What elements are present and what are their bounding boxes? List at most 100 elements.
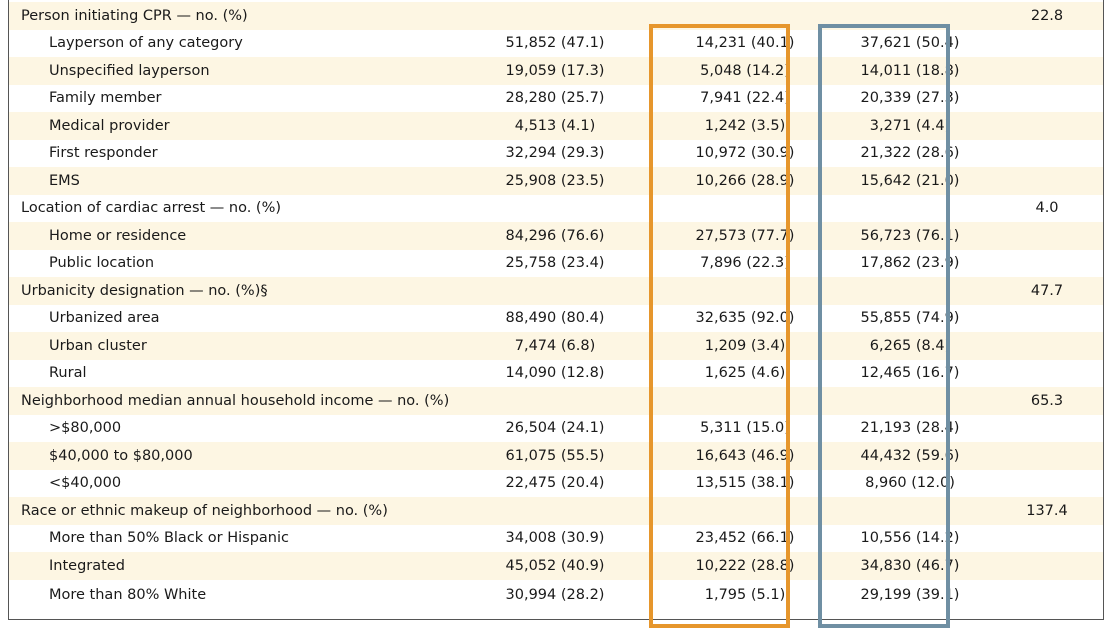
row-label: Medical provider [49,117,170,134]
cell-group-a: 1,242 (3.5) [704,117,786,134]
row-label: Home or residence [49,227,187,244]
row-label: Urbanized area [49,310,160,327]
cell-group-b: 8,960 (12.0) [865,475,955,492]
cell-total: 7,474 (6.8) [514,337,596,354]
table-row: Urban cluster 7,474 (6.8) 1,209 (3.4) 6,265… [9,332,1103,360]
table-frame [8,0,1104,620]
row-label: More than 50% Black or Hispanic [49,530,290,547]
data-table: Person initiating CPR — no. (%) 22.8 Laype… [9,2,1103,611]
row-label: Location of cardiac arrest — no. (%) [21,200,282,217]
cell-group-b: 37,621 (50.4) [860,35,960,52]
row-label: More than 80% White [49,587,207,603]
cell-total [449,387,661,415]
cell-stat: 22.8 [1030,7,1064,24]
cell-group-b: 21,322 (28.6) [860,145,960,162]
cell-stat [991,552,1103,580]
cell-total [449,2,661,30]
cell-group-a: 1,795 (5.1) [704,587,786,603]
cell-group-b: 15,642 (21.0) [860,172,960,189]
cell-total: 45,052 (40.9) [505,557,605,574]
cell-total: 19,059 (17.3) [505,62,605,79]
table-row: Integrated 45,052 (40.9) 10,222 (28.8) 34,8… [9,552,1103,580]
cell-group-a: 10,222 (28.8) [695,557,795,574]
cell-group-a: 16,643 (46.9) [695,447,795,464]
table-row: <$40,000 22,475 (20.4) 13,515 (38.1) 8,960 … [9,470,1103,498]
cell-group-a: 14,231 (40.1) [695,35,795,52]
table-row: Family member 28,280 (25.7) 7,941 (22.4) 20… [9,85,1103,113]
table-row: $40,000 to $80,000 61,075 (55.5) 16,643 (4… [9,442,1103,470]
cell-group-a: 1,625 (4.6) [704,365,786,382]
cell-total: 30,994 (28.2) [505,587,605,603]
row-label: EMS [49,172,80,189]
cell-stat [991,30,1103,58]
table-row: More than 50% Black or Hispanic 34,008 (3… [9,525,1103,553]
cell-total [449,277,661,305]
cell-stat [991,140,1103,168]
cell-group-b [829,277,991,305]
cell-group-a: 7,941 (22.4) [700,90,790,107]
cell-stat: 65.3 [1030,392,1064,409]
table-row: >$80,000 26,504 (24.1) 5,311 (15.0) 21,193 … [9,415,1103,443]
table-row: Medical provider 4,513 (4.1) 1,242 (3.5) 3,… [9,112,1103,140]
cell-stat [991,442,1103,470]
cell-stat [991,415,1103,443]
row-label: Unspecified layperson [49,62,210,79]
cell-total: 14,090 (12.8) [505,365,605,382]
cell-stat [991,57,1103,85]
cell-group-a [661,195,829,223]
cell-group-b [829,497,991,525]
row-label: >$80,000 [49,420,122,437]
cell-stat [991,525,1103,553]
cell-total: 88,490 (80.4) [505,310,605,327]
row-label: $40,000 to $80,000 [49,447,193,464]
cell-group-a [661,2,829,30]
cell-group-b: 10,556 (14.2) [860,530,960,547]
cell-stat [991,305,1103,333]
cell-stat: 137.4 [1026,502,1068,519]
cell-group-b: 56,723 (76.1) [860,227,960,244]
cell-group-a [661,387,829,415]
section-header-row: Urbanicity designation — no. (%)§ 47.7 [9,277,1103,305]
row-label: Family member [49,90,162,107]
cell-total: 25,758 (23.4) [505,255,605,272]
cell-stat [991,332,1103,360]
cell-total [449,497,661,525]
cell-group-b: 12,465 (16.7) [860,365,960,382]
cell-stat [991,112,1103,140]
cell-stat: 4.0 [1035,200,1059,217]
row-label: Urbanicity designation — no. (%)§ [21,282,268,299]
row-label: Integrated [49,557,125,574]
row-label: Urban cluster [49,337,147,354]
row-label: Neighborhood median annual household inc… [21,392,450,409]
cell-group-a: 5,311 (15.0) [700,420,790,437]
row-label: Layperson of any category [49,35,243,52]
section-header-row: Location of cardiac arrest — no. (%) 4.0 [9,195,1103,223]
cell-stat [991,470,1103,498]
cell-stat [991,85,1103,113]
table-row: Urbanized area 88,490 (80.4) 32,635 (92.0)… [9,305,1103,333]
cell-group-b: 20,339 (27.3) [860,90,960,107]
cell-group-b: 55,855 (74.9) [860,310,960,327]
cell-group-b [829,2,991,30]
table-row: Layperson of any category 51,852 (47.1) 14… [9,30,1103,58]
cell-group-a: 7,896 (22.3) [700,255,790,272]
cell-total: 28,280 (25.7) [505,90,605,107]
row-label: Person initiating CPR — no. (%) [21,7,248,24]
cell-stat [991,222,1103,250]
cell-group-b: 3,271 (4.4) [869,117,951,134]
table-row: First responder 32,294 (29.3) 10,972 (30.9… [9,140,1103,168]
cell-total: 51,852 (47.1) [505,35,605,52]
cell-group-a: 1,209 (3.4) [704,337,786,354]
cell-total: 34,008 (30.9) [505,530,605,547]
cell-group-b: 21,193 (28.4) [860,420,960,437]
cell-total [449,195,661,223]
table-row: Unspecified layperson 19,059 (17.3) 5,048 … [9,57,1103,85]
cell-total: 22,475 (20.4) [505,475,605,492]
cell-group-a: 10,266 (28.9) [695,172,795,189]
cell-group-b: 17,862 (23.9) [860,255,960,272]
cell-total: 4,513 (4.1) [514,117,596,134]
cell-group-a [661,277,829,305]
cell-group-b [829,387,991,415]
cell-group-b: 14,011 (18.8) [860,62,960,79]
table-row: Public location 25,758 (23.4) 7,896 (22.3)… [9,250,1103,278]
